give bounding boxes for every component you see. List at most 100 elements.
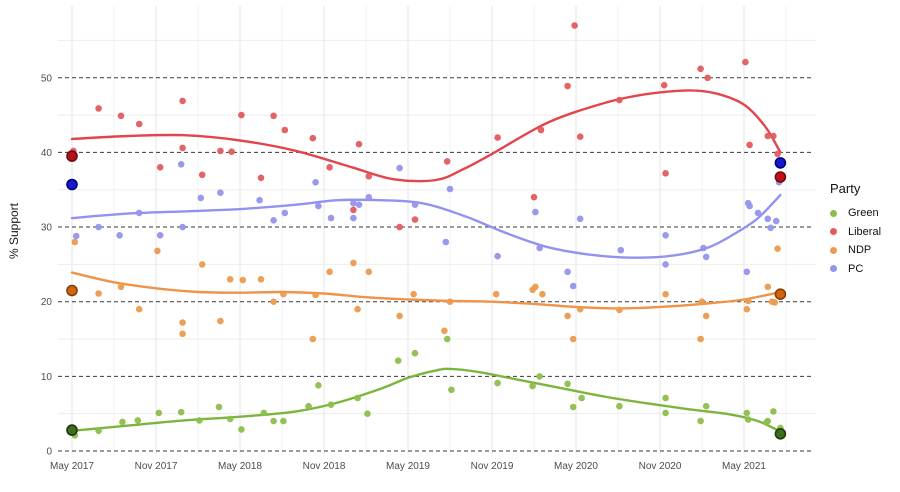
- x-tick-label: May 2020: [554, 461, 598, 472]
- poll-point-liberal: [571, 22, 578, 29]
- poll-point-green: [119, 418, 126, 426]
- x-tick-label: Nov 2019: [471, 461, 514, 472]
- poll-point-green: [394, 357, 402, 365]
- poll-point-liberal: [309, 134, 317, 142]
- poll-point-pc: [350, 199, 357, 207]
- poll-point-pc: [72, 232, 80, 240]
- poll-point-green: [662, 394, 669, 402]
- poll-point-pc: [576, 215, 584, 223]
- legend-label: Liberal: [848, 225, 882, 238]
- legend-label: Green: [848, 207, 879, 220]
- poll-point-green: [569, 403, 577, 411]
- poll-point-green: [578, 394, 585, 402]
- poll-point-ndp: [217, 317, 224, 325]
- x-tick-label: May 2019: [386, 461, 430, 472]
- trend-line-ndp: [70, 271, 782, 310]
- poll-point-pc: [396, 164, 403, 172]
- poll-point-ndp: [771, 299, 779, 306]
- poll-point-ndp: [743, 305, 751, 313]
- trend-line-pc: [70, 193, 782, 259]
- poll-point-ndp: [539, 290, 546, 298]
- poll-point-ndp: [117, 283, 125, 291]
- poll-point-green: [155, 409, 163, 417]
- poll-point-liberal: [411, 216, 419, 223]
- poll-point-ndp: [270, 298, 277, 306]
- poll-point-pc: [217, 189, 224, 196]
- poll-point-green: [494, 379, 501, 387]
- poll-point-pc: [536, 244, 543, 252]
- legend-items: Green Liberal NDP PC: [830, 204, 881, 278]
- poll-point-liberal: [95, 105, 102, 112]
- poll-point-ndp: [576, 305, 584, 313]
- y-tick-label: 50: [41, 73, 53, 84]
- poll-point-ndp: [698, 298, 706, 306]
- poll-point-green: [238, 426, 245, 433]
- poll-point-green: [196, 417, 203, 424]
- poll-point-liberal: [270, 112, 277, 120]
- x-tick-label: May 2018: [218, 461, 262, 472]
- poll-point-liberal: [616, 96, 623, 104]
- poll-point-ndp: [532, 283, 539, 291]
- poll-point-ndp: [226, 276, 234, 283]
- legend-item-liberal: Liberal: [830, 223, 881, 242]
- poll-point-pc: [177, 161, 185, 168]
- poll-point-liberal: [355, 140, 363, 148]
- poll-point-green: [662, 409, 669, 417]
- poll-point-green: [536, 373, 543, 380]
- legend-label: NDP: [848, 244, 872, 257]
- poll-point-ndp: [616, 306, 623, 314]
- poll-point-pc: [662, 232, 669, 239]
- poll-point-pc: [350, 214, 357, 222]
- legend-dot-pc: [830, 265, 837, 273]
- poll-point-ndp: [764, 283, 772, 291]
- poll-point-green: [529, 382, 536, 390]
- legend-label: PC: [848, 262, 864, 275]
- poll-point-pc: [754, 209, 762, 217]
- poll-point-pc: [702, 253, 710, 261]
- legend-dot-ndp: [830, 246, 837, 254]
- poll-point-liberal: [564, 82, 571, 90]
- poll-point-pc: [411, 201, 419, 208]
- poll-point-liberal: [135, 120, 143, 128]
- poll-point-liberal: [396, 223, 403, 231]
- poll-point-ndp: [354, 305, 361, 313]
- poll-point-pc: [532, 208, 539, 216]
- poll-point-green: [177, 408, 185, 416]
- poll-point-liberal: [281, 126, 289, 134]
- poll-point-ndp: [257, 276, 265, 283]
- poll-point-ndp: [744, 297, 752, 305]
- poll-point-liberal: [662, 170, 669, 177]
- poll-point-pc: [767, 224, 774, 232]
- legend: Party Green Liberal NDP PC: [830, 181, 881, 278]
- poll-point-green: [764, 417, 772, 425]
- poll-point-green: [95, 427, 102, 435]
- poll-point-pc: [95, 223, 102, 231]
- election-result-liberal: [774, 171, 787, 183]
- y-tick-label: 20: [41, 297, 53, 308]
- poll-point-liberal: [365, 173, 373, 180]
- poll-point-liberal: [537, 126, 545, 134]
- poll-point-pc: [281, 209, 289, 217]
- y-tick-label: 30: [41, 223, 53, 234]
- poll-point-liberal: [494, 134, 501, 141]
- poll-point-ndp: [309, 335, 317, 343]
- poll-point-liberal: [704, 74, 711, 82]
- election-result-green: [774, 427, 787, 440]
- poll-point-green: [260, 409, 268, 417]
- poll-point-liberal: [764, 132, 772, 140]
- poll-point-green: [305, 402, 312, 410]
- poll-point-liberal: [228, 148, 235, 155]
- poll-point-green: [448, 386, 455, 394]
- poll-point-liberal: [257, 174, 265, 182]
- poll-point-pc: [327, 214, 335, 222]
- poll-point-pc: [256, 196, 263, 204]
- poll-point-pc: [772, 217, 780, 225]
- poll-point-ndp: [326, 268, 333, 276]
- y-tick-label: 40: [41, 148, 53, 159]
- poll-point-green: [616, 402, 623, 410]
- poll-point-pc: [746, 202, 753, 210]
- poll-point-pc: [315, 202, 322, 210]
- poll-point-liberal: [326, 164, 333, 171]
- poll-point-green: [354, 394, 361, 402]
